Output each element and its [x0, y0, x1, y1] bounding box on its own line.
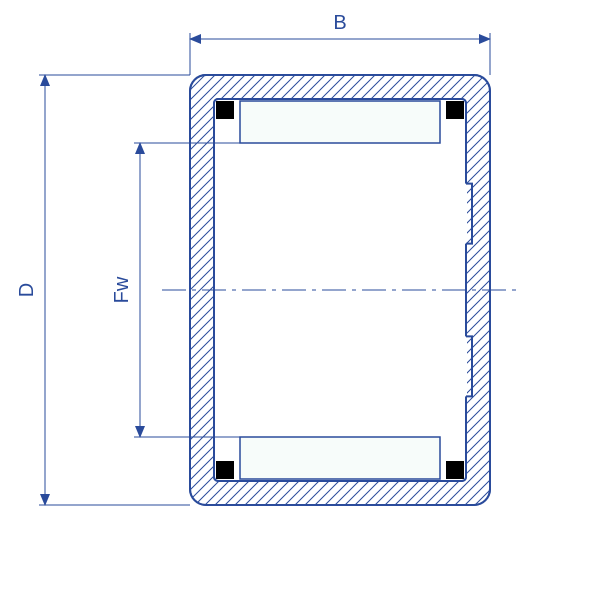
cage-corner: [216, 461, 234, 479]
cage-corner: [216, 101, 234, 119]
cage-corner: [446, 101, 464, 119]
dimension-label-d: D: [16, 283, 38, 297]
dimension-label-b: B: [333, 12, 346, 34]
roller-top: [240, 101, 440, 143]
roller-bottom: [240, 437, 440, 479]
dimension-label-fw: Fw: [111, 276, 133, 303]
cage-corner: [446, 461, 464, 479]
bearing-cross-section-diagram: B D Fw: [0, 0, 600, 600]
